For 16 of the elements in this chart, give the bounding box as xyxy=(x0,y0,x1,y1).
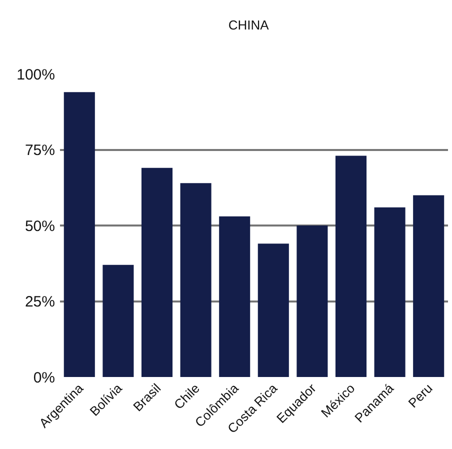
bar xyxy=(413,195,444,377)
bar xyxy=(296,226,328,377)
y-tick-label: 100% xyxy=(16,66,55,84)
bar xyxy=(102,264,134,377)
bar xyxy=(374,207,406,377)
y-tick-label: 50% xyxy=(24,218,55,235)
y-tick-label: 0% xyxy=(33,369,55,386)
bar xyxy=(64,92,95,377)
y-tick-label: 25% xyxy=(24,294,55,310)
bar xyxy=(219,216,250,377)
bar xyxy=(180,183,212,377)
bar xyxy=(258,244,289,377)
y-tick-label: 75% xyxy=(24,142,55,159)
bar xyxy=(141,168,173,377)
bar xyxy=(335,156,367,377)
chart-title: CHINA xyxy=(228,17,270,32)
